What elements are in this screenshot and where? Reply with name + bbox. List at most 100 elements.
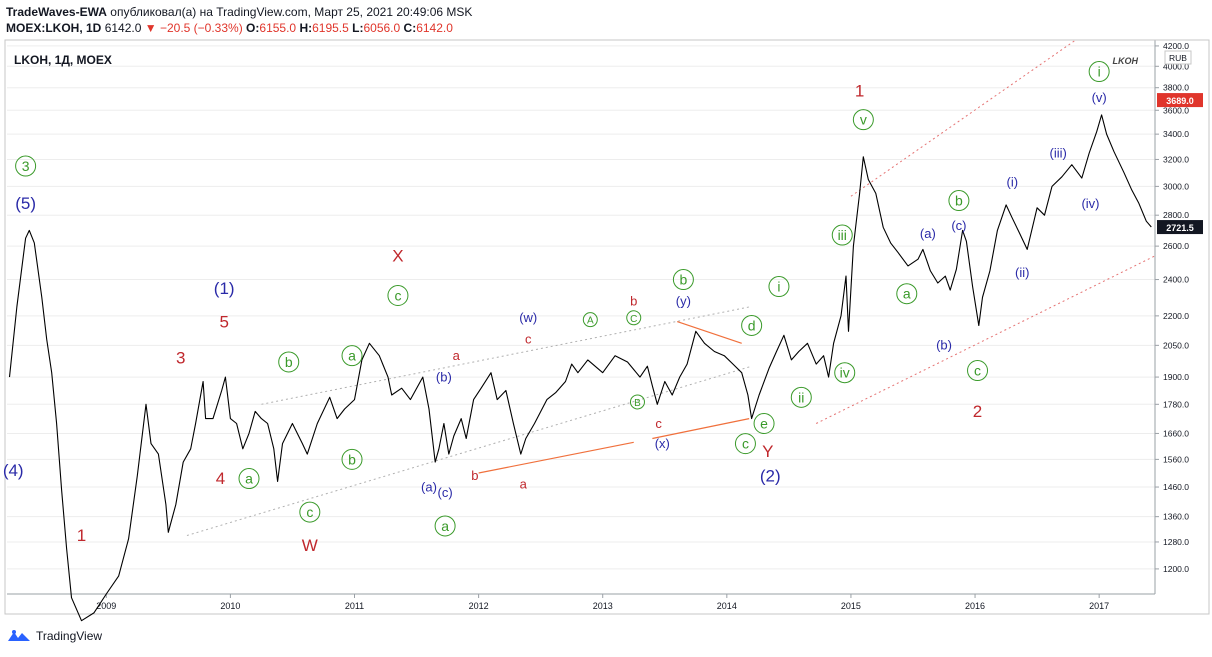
wave-label: c: [525, 332, 532, 347]
x-tick-label: 2009: [96, 601, 116, 611]
wave-label-circle: [341, 345, 363, 367]
wave-label: (a): [920, 226, 936, 241]
last-price-tag-bg: [1157, 93, 1203, 108]
footer: TradingView: [6, 629, 102, 643]
channel-lower-line: [815, 255, 1156, 424]
down-arrow-icon: ▼: [144, 21, 157, 35]
currency-box: [1164, 50, 1192, 65]
open-value: 6155.0: [259, 21, 297, 35]
wave-label: (iii): [1050, 145, 1067, 160]
wave-label: 3: [22, 158, 30, 174]
symbol-label[interactable]: MOEX:LKOH, 1D: [6, 21, 102, 35]
channel-gray-upper: [261, 305, 752, 405]
wave-label: 2: [973, 402, 982, 421]
y-tick-label: 2800.0: [1163, 210, 1189, 220]
current-price-tag: 2721.5: [1166, 223, 1194, 233]
footer-brand[interactable]: TradingView: [36, 629, 103, 643]
wave-label: a: [441, 518, 449, 534]
wave-label-circle: [741, 314, 763, 336]
y-tick-label: 2200.0: [1163, 311, 1189, 321]
y-tick-label: 3200.0: [1163, 154, 1189, 164]
y-tick-label: 4000.0: [1163, 61, 1189, 71]
wave-label: 4: [216, 469, 225, 488]
wave-label: (iv): [1081, 196, 1099, 211]
x-tick-label: 2011: [345, 601, 364, 611]
wave-label: b: [285, 354, 293, 370]
wave-label-circle: [238, 468, 260, 490]
wave-label: (y): [676, 293, 691, 308]
wave-label: (1): [214, 279, 235, 298]
wave-label: (w): [519, 310, 537, 325]
y-tick-label: 1660.0: [1163, 428, 1189, 438]
wave-label: i: [1098, 64, 1101, 80]
x-tick-label: 2016: [965, 601, 985, 611]
wave-label: X: [392, 247, 403, 266]
wave-label: d: [748, 317, 756, 333]
wave-label: i: [777, 279, 780, 295]
x-tick-label: 2010: [220, 601, 240, 611]
current-price-tag-bg: [1157, 220, 1203, 235]
wave-label-circle: [768, 276, 790, 298]
last-price: 6142.0: [104, 21, 142, 35]
trend-orange-line: [676, 321, 742, 344]
wave-label: (v): [1092, 90, 1107, 105]
high-value: 6195.5: [312, 21, 349, 35]
wave-label: c: [655, 416, 662, 431]
wave-label: c: [742, 436, 749, 452]
wave-label: iv: [840, 365, 850, 381]
last-price-tag: 3689.0: [1166, 96, 1194, 106]
wave-label: A: [587, 316, 594, 327]
chart-header: TradeWaves-EWA опубликовал(а) на Trading…: [6, 4, 472, 36]
trend-orange-line: [652, 418, 750, 440]
wave-label: a: [348, 348, 356, 364]
wave-label-circle: [831, 224, 853, 246]
wave-label: a: [453, 348, 461, 363]
x-tick-label: 2015: [841, 601, 861, 611]
wave-label: (ii): [1015, 265, 1029, 280]
currency-label: RUB: [1169, 53, 1187, 63]
y-tick-label: 1560.0: [1163, 454, 1189, 464]
wave-label: c: [974, 363, 981, 379]
wave-label: Y: [762, 442, 773, 461]
x-tick-label: 2017: [1089, 601, 1109, 611]
y-tick-label: 1900.0: [1163, 372, 1189, 382]
wave-label-circle: [582, 312, 598, 328]
wave-label-circle: [852, 109, 874, 131]
y-tick-label: 2600.0: [1163, 241, 1189, 251]
wave-label: b: [679, 272, 687, 288]
wave-label-circle: [278, 351, 300, 373]
y-tick-label: 3600.0: [1163, 105, 1189, 115]
wave-label: 5: [219, 312, 228, 331]
wave-label: (2): [760, 466, 781, 485]
wave-label-circle: [672, 269, 694, 291]
wave-label: b: [955, 193, 963, 209]
wave-label: a: [903, 286, 911, 302]
wave-label: (i): [1007, 175, 1019, 190]
wave-label: (4): [3, 461, 24, 480]
wave-label-circle: [629, 394, 645, 410]
publisher-name[interactable]: TradeWaves-EWA: [6, 5, 107, 19]
wave-label: b: [630, 293, 637, 308]
chart-watermark: LKOH: [1113, 56, 1139, 66]
x-tick-label: 2014: [717, 601, 737, 611]
wave-label: C: [630, 314, 637, 325]
wave-label: v: [860, 112, 867, 128]
x-tick-label: 2013: [593, 601, 613, 611]
plot-area: [7, 40, 1155, 594]
chart-frame: [4, 39, 1210, 615]
wave-label-circle: [734, 433, 756, 455]
y-tick-label: 1200.0: [1163, 564, 1189, 574]
chart-title: LKOH, 1Д, MOEX: [14, 53, 112, 67]
trend-orange-line: [478, 441, 634, 474]
wave-label: B: [634, 398, 641, 409]
wave-label-circle: [948, 190, 970, 212]
low-label: L:: [352, 21, 364, 35]
wave-label-circle: [341, 448, 363, 470]
y-tick-label: 1460.0: [1163, 482, 1189, 492]
channel-upper-line: [850, 40, 1075, 197]
published-text: опубликовал(а) на TradingView.com, Март …: [110, 5, 473, 19]
wave-label: (c): [951, 218, 966, 233]
wave-label: c: [306, 504, 313, 520]
wave-label: a: [245, 471, 253, 487]
